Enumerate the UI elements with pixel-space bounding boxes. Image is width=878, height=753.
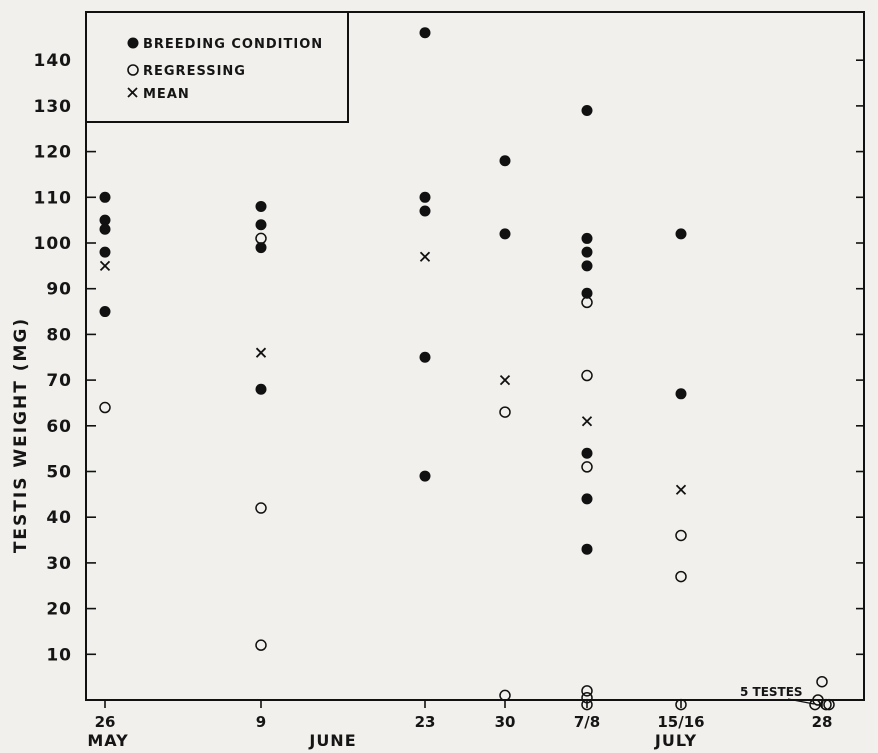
legend-filled-circle-marker (127, 37, 139, 49)
mean-point (419, 251, 431, 262)
breeding-point (255, 383, 267, 395)
breeding-point (419, 470, 431, 482)
breeding-point (581, 543, 593, 555)
legend-label-mean: MEAN (143, 87, 190, 102)
x-tick-label: 23 (415, 713, 436, 731)
y-tick-label: 120 (34, 143, 73, 163)
breeding-point (99, 306, 111, 318)
y-tick-label: 140 (34, 51, 73, 71)
regressing-point (499, 689, 511, 702)
legend: BREEDING CONDITION REGRESSING MEAN (85, 11, 349, 123)
breeding-point (581, 447, 593, 459)
regressing-point (675, 570, 687, 583)
annotation-arrow (787, 698, 815, 705)
y-tick-label: 30 (46, 554, 72, 574)
regressing-point (255, 502, 267, 514)
regressing-point (581, 685, 593, 697)
regressing-point (581, 461, 593, 473)
breeding-point (99, 246, 111, 258)
regressing-point (823, 698, 835, 711)
regressing-point (255, 639, 267, 651)
regressing-point (99, 401, 111, 414)
breeding-point (99, 223, 111, 235)
legend-open-circle-marker (127, 64, 139, 76)
x-tick-label: 28 (812, 713, 833, 731)
regressing-point (675, 698, 687, 711)
mean-point (99, 260, 111, 271)
regressing-point (499, 406, 511, 418)
mean-point (499, 374, 511, 386)
breeding-point (255, 242, 267, 254)
y-tick-label: 130 (34, 97, 73, 117)
regressing-point (581, 691, 593, 704)
breeding-point (419, 205, 431, 217)
y-tick-label: 20 (46, 600, 72, 620)
data-points (99, 27, 835, 711)
y-axis: 10 20 30 40 50 60 70 80 90 100 110 120 130 140 (34, 51, 864, 665)
breeding-point (419, 27, 431, 39)
y-tick-label: 60 (46, 417, 72, 437)
breeding-point (581, 260, 593, 272)
y-tick-label: 50 (46, 463, 72, 483)
breeding-point (581, 104, 593, 116)
regressing-point (809, 698, 821, 711)
breeding-point (99, 191, 111, 203)
y-axis-title: TESTIS WEIGHT (MG) (11, 317, 31, 553)
y-tick-label: 110 (34, 188, 73, 208)
regressing-point (255, 232, 267, 245)
breeding-point (255, 219, 267, 231)
x-tick-label: 7/8 (574, 713, 600, 731)
regressing-point (581, 296, 593, 309)
regressing-point (816, 675, 828, 688)
regressing-point (581, 698, 593, 711)
x-tick-label: 26 (95, 713, 116, 731)
breeding-point (581, 246, 593, 258)
annotation-text: 5 TESTES (740, 685, 803, 699)
legend-label-breeding: BREEDING CONDITION (143, 37, 323, 52)
y-tick-label: 70 (46, 371, 72, 391)
regressing-point (581, 369, 593, 382)
breeding-point (99, 214, 111, 226)
breeding-point (581, 232, 593, 244)
breeding-point (499, 155, 511, 167)
legend-label-regressing: REGRESSING (143, 64, 246, 79)
month-label-july: JULY (654, 731, 697, 750)
regressing-point (675, 529, 687, 542)
x-tick-label: 15/16 (657, 713, 704, 731)
x-axis: 26 9 23 30 7/8 15/16 28 (95, 700, 833, 731)
x-tick-label: 9 (256, 713, 266, 731)
breeding-point (419, 191, 431, 203)
x-tick-label: 30 (495, 713, 516, 731)
month-label-june: JUNE (308, 731, 356, 750)
y-tick-label: 10 (46, 645, 72, 665)
breeding-point (675, 228, 687, 240)
mean-point (675, 484, 687, 495)
y-tick-label: 90 (46, 280, 72, 300)
breeding-point (419, 351, 431, 363)
breeding-point (581, 493, 593, 505)
mean-point (581, 416, 593, 427)
legend-cross-marker (127, 87, 138, 98)
regressing-point (820, 698, 832, 711)
mean-point (255, 347, 267, 358)
y-tick-label: 100 (34, 234, 73, 254)
breeding-point (499, 228, 511, 240)
breeding-point (255, 200, 267, 212)
annotation-five-testes: 5 TESTES (740, 685, 815, 705)
breeding-point (581, 287, 593, 299)
y-tick-label: 80 (46, 325, 72, 345)
y-tick-label: 40 (46, 508, 72, 528)
plot-frame (85, 11, 865, 701)
breeding-point (675, 388, 687, 400)
month-label-may: MAY (87, 731, 128, 750)
